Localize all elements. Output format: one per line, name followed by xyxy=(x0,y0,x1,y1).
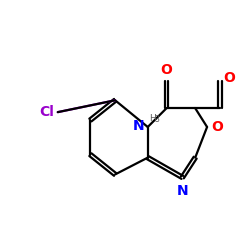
Text: O: O xyxy=(224,71,235,85)
Text: O: O xyxy=(160,63,172,77)
Text: O: O xyxy=(211,120,223,134)
Text: N: N xyxy=(132,119,144,133)
Text: N: N xyxy=(176,184,188,198)
Text: H: H xyxy=(149,114,156,123)
Text: 3: 3 xyxy=(154,115,159,124)
Text: Cl: Cl xyxy=(39,105,54,119)
